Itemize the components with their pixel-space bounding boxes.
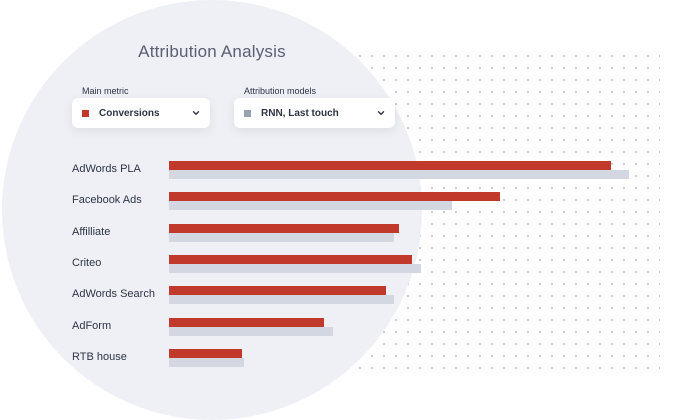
category-label: Facebook Ads — [72, 194, 142, 207]
bar-conversions — [169, 317, 324, 327]
conversions-color-swatch — [82, 109, 89, 117]
bar-rnn-last-touch — [169, 263, 421, 273]
category-label: Affilliate — [72, 225, 111, 238]
attribution-models-dropdown[interactable]: RNN, Last touch — [234, 98, 395, 128]
model-color-swatch — [244, 109, 251, 117]
bar-rnn-last-touch — [169, 232, 395, 242]
bar-conversions — [169, 254, 413, 264]
bar-rnn-last-touch — [169, 170, 629, 179]
attribution-models-value: RNN, Last touch — [261, 107, 339, 119]
main-metric-label: Main metric — [82, 86, 129, 96]
category-label: RTB house — [72, 350, 127, 363]
main-metric-value: Conversions — [99, 107, 160, 119]
page-title: Attribution Analysis — [138, 42, 286, 61]
bar-conversions — [169, 223, 399, 233]
main-metric-dropdown[interactable]: Conversions — [72, 98, 210, 128]
bar-rnn-last-touch — [169, 326, 333, 336]
bar-conversions — [169, 286, 386, 296]
bar-conversions — [169, 192, 501, 202]
category-label: AdWords PLA — [72, 163, 141, 175]
category-label: AdForm — [72, 319, 112, 332]
attribution-models-label: Attribution models — [244, 86, 317, 96]
bar-rnn-last-touch — [169, 201, 452, 211]
chevron-down-icon — [192, 111, 200, 115]
bar-rnn-last-touch — [169, 357, 245, 367]
chevron-down-icon — [377, 111, 385, 115]
bar-conversions — [169, 348, 242, 358]
bar-conversions — [169, 161, 611, 170]
bar-rnn-last-touch — [169, 295, 395, 305]
category-label: AdWords Search — [72, 288, 155, 301]
category-label: Criteo — [72, 256, 102, 269]
